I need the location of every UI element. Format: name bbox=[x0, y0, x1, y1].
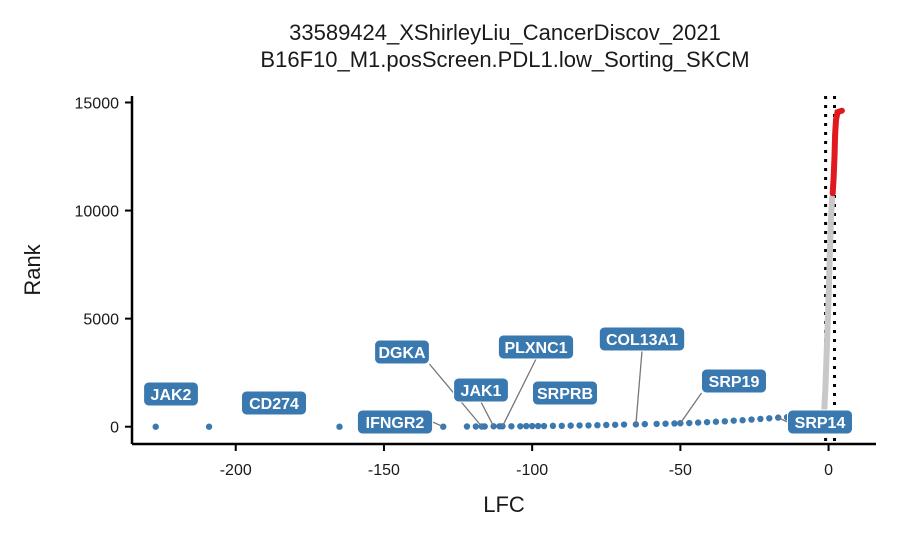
data-point bbox=[594, 422, 600, 428]
data-point bbox=[550, 423, 556, 429]
neutral-genes-curve bbox=[824, 198, 832, 414]
data-point bbox=[621, 421, 627, 427]
data-point bbox=[517, 423, 523, 429]
x-axis-ticks: -200 -150 -100 -50 0 bbox=[220, 444, 833, 479]
y-tick-label: 5000 bbox=[83, 312, 119, 329]
data-point bbox=[757, 416, 763, 422]
data-point bbox=[704, 419, 710, 425]
gene-label-text: PLXNC1 bbox=[504, 340, 567, 357]
data-point bbox=[464, 423, 470, 429]
y-axis-title: Rank bbox=[20, 243, 45, 295]
label-leader-line bbox=[636, 351, 642, 424]
data-point-cd274 bbox=[206, 424, 212, 430]
x-tick-label: -100 bbox=[516, 462, 548, 479]
x-tick-label: -150 bbox=[368, 462, 400, 479]
gene-label-text: DGKA bbox=[378, 345, 426, 362]
x-tick-label: 0 bbox=[824, 462, 833, 479]
gene-labels: JAK2 CD274 IFNGR2 DGKA JAK1 PLXNC1 SRPRB COL13A… bbox=[144, 327, 853, 434]
axes: -200 -150 -100 -50 0 0 5000 10000 15000 LFC Ran… bbox=[20, 95, 876, 517]
gene-label-jak2: JAK2 bbox=[144, 382, 199, 406]
gene-label-plxnc1: PLXNC1 bbox=[498, 335, 573, 359]
data-point-srprb bbox=[523, 423, 529, 429]
data-point bbox=[336, 424, 342, 430]
x-tick-label: -200 bbox=[220, 462, 252, 479]
data-point bbox=[508, 423, 514, 429]
gene-label-ifngr2: IFNGR2 bbox=[357, 410, 432, 434]
y-tick-label: 0 bbox=[110, 420, 119, 437]
data-point bbox=[766, 415, 772, 421]
gene-label-text: CD274 bbox=[249, 396, 299, 413]
gene-label-jak1: JAK1 bbox=[454, 378, 509, 402]
data-point bbox=[731, 417, 737, 423]
gene-label-text: IFNGR2 bbox=[366, 415, 425, 432]
y-tick-label: 10000 bbox=[75, 204, 120, 221]
y-tick-label: 15000 bbox=[75, 95, 120, 112]
data-point bbox=[662, 420, 668, 426]
data-point bbox=[612, 422, 618, 428]
gene-label-text: JAK1 bbox=[461, 383, 502, 400]
y-axis-ticks: 0 5000 10000 15000 bbox=[75, 95, 133, 436]
gene-label-cd274: CD274 bbox=[242, 391, 307, 415]
rank-curve bbox=[824, 111, 842, 414]
data-point bbox=[603, 422, 609, 428]
gene-label-text: SRPRB bbox=[537, 386, 593, 403]
gene-label-srp19: SRP19 bbox=[702, 369, 767, 393]
data-point bbox=[671, 420, 677, 426]
gene-label-srprb: SRPRB bbox=[533, 381, 598, 405]
gene-label-srp14: SRP14 bbox=[788, 410, 853, 434]
data-point bbox=[748, 416, 754, 422]
x-tick-label: -50 bbox=[669, 462, 692, 479]
enriched-genes-curve bbox=[833, 111, 842, 194]
label-leader-line bbox=[680, 393, 701, 423]
data-point bbox=[529, 423, 535, 429]
data-point bbox=[473, 423, 479, 429]
gene-label-text: SRP14 bbox=[795, 415, 846, 432]
gene-label-text: JAK2 bbox=[151, 387, 192, 404]
gene-label-text: COL13A1 bbox=[606, 332, 678, 349]
label-leader-line bbox=[481, 402, 494, 426]
data-point-jak2 bbox=[153, 424, 159, 430]
data-point bbox=[567, 422, 573, 428]
data-point bbox=[695, 419, 701, 425]
data-point bbox=[713, 419, 719, 425]
data-point bbox=[559, 423, 565, 429]
data-point bbox=[576, 422, 582, 428]
data-point bbox=[585, 422, 591, 428]
data-point bbox=[535, 423, 541, 429]
data-point bbox=[739, 417, 745, 423]
gene-label-dgka: DGKA bbox=[375, 340, 430, 364]
data-point bbox=[642, 421, 648, 427]
data-point bbox=[541, 423, 547, 429]
data-point bbox=[686, 420, 692, 426]
data-point bbox=[722, 418, 728, 424]
x-axis-title: LFC bbox=[483, 492, 525, 517]
gene-label-text: SRP19 bbox=[709, 374, 760, 391]
gene-label-col13a1: COL13A1 bbox=[599, 327, 684, 351]
data-point bbox=[653, 421, 659, 427]
